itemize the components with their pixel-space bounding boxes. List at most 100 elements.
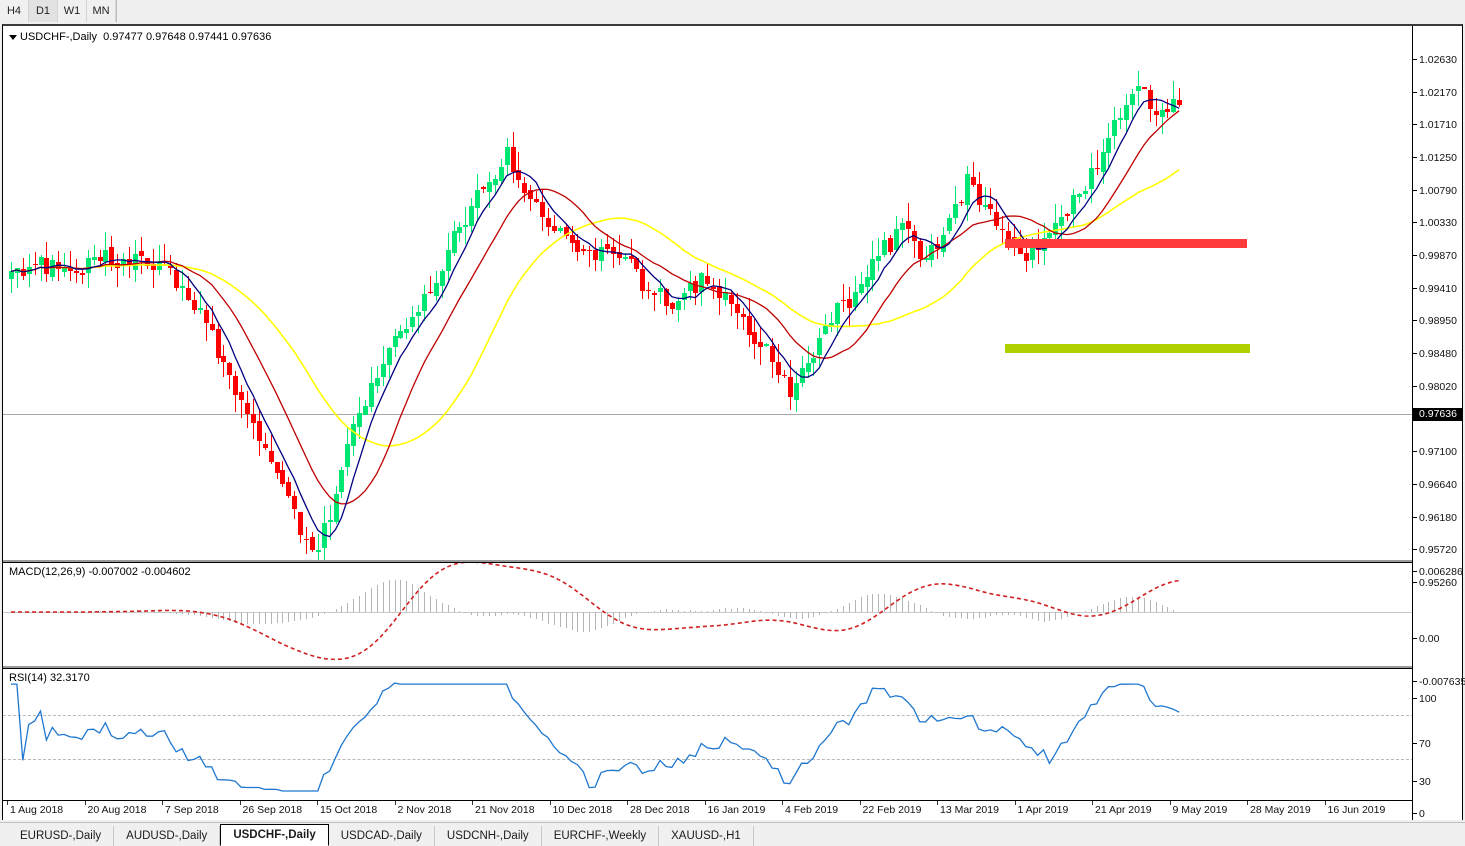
symbol-header: USDCHF-,Daily 0.97477 0.97648 0.97441 0.…: [9, 31, 271, 43]
macd-histogram-bar: [636, 612, 638, 615]
timeframe-w1[interactable]: W1: [58, 0, 87, 22]
macd-histogram-bar: [618, 612, 620, 622]
chart-tab-eurusd[interactable]: EURUSD-,Daily: [8, 826, 115, 846]
macd-histogram-bar: [441, 602, 443, 612]
macd-histogram-bar: [46, 612, 48, 613]
macd-histogram-bar: [483, 612, 484, 617]
date-axis-tick: [472, 801, 473, 805]
resistance-line[interactable]: [1005, 239, 1247, 248]
chart-tab-audusd[interactable]: AUDUSD-,Daily: [114, 826, 221, 846]
chart-tab-usdchf[interactable]: USDCHF-,Daily: [220, 824, 329, 846]
chart-tab-usdcnh[interactable]: USDCNH-,Daily: [434, 826, 542, 846]
candle-body: [1029, 246, 1035, 260]
macd-histogram-bar: [760, 611, 762, 613]
macd-histogram-bar: [671, 609, 673, 612]
candle-body: [899, 222, 905, 231]
macd-histogram-bar: [406, 581, 408, 612]
macd-histogram-bar: [813, 612, 815, 618]
candle-body: [345, 443, 351, 468]
candle-wick: [1096, 149, 1098, 176]
date-axis[interactable]: 1 Aug 2018 20 Aug 2018 7 Sep 2018 26 Sep 20…: [3, 800, 1414, 820]
collapse-arrow-icon[interactable]: [9, 34, 17, 40]
price-axis[interactable]: 1.02630 1.02170 1.01710 1.01250 1.00790 1.003…: [1412, 26, 1465, 820]
chart-tab-usdcad[interactable]: USDCAD-,Daily: [328, 826, 435, 846]
macd-pane[interactable]: MACD(12,26,9) -0.007002 -0.004602: [3, 562, 1414, 666]
price-axis-label: 0.98020: [1419, 381, 1457, 394]
candle-body: [823, 325, 829, 335]
date-axis-label: 2 Nov 2018: [397, 804, 452, 816]
timeframe-mn[interactable]: MN: [87, 0, 116, 22]
date-axis-label: 10 Dec 2018: [552, 804, 613, 816]
date-axis-label: 15 Oct 2018: [320, 804, 378, 816]
candle-body: [103, 249, 109, 263]
rsi-label: RSI(14) 32.3170: [9, 672, 90, 684]
candle-body: [882, 239, 888, 256]
macd-histogram-bar: [329, 612, 331, 613]
chart-tab-xauusd[interactable]: XAUUSD-,H1: [659, 826, 754, 846]
date-axis-tick: [7, 801, 8, 805]
candle-body: [870, 258, 876, 281]
candle-wick: [93, 245, 95, 265]
date-axis-label: 22 Feb 2019: [862, 804, 922, 816]
macd-histogram-bar: [494, 612, 496, 617]
candle-body: [616, 252, 622, 259]
candle-wick: [1173, 80, 1175, 113]
support-line[interactable]: [1005, 344, 1250, 353]
candle-body: [14, 268, 20, 274]
rsi-line: [11, 682, 1180, 792]
macd-histogram-bar: [1161, 604, 1163, 612]
macd-histogram-bar: [435, 599, 437, 612]
date-axis-tick: [1247, 801, 1248, 805]
candle-body: [1000, 228, 1006, 231]
candle-wick: [990, 188, 992, 216]
macd-histogram-bar: [1061, 612, 1063, 619]
macd-histogram-bar: [742, 608, 744, 612]
candle-body: [787, 377, 793, 398]
candle-body: [888, 238, 894, 253]
candle-body: [56, 262, 62, 269]
tick-mark: [1413, 484, 1417, 486]
date-axis-tick: [1092, 801, 1093, 805]
candle-wick: [813, 351, 815, 377]
candle-body: [734, 304, 740, 314]
candle-body: [1171, 98, 1177, 113]
candle-body: [85, 258, 91, 274]
candle-body: [215, 329, 221, 358]
macd-histogram-bar: [654, 611, 656, 613]
candle-body: [315, 550, 321, 552]
macd-histogram-bar: [394, 579, 396, 612]
macd-histogram-bar: [412, 584, 414, 612]
candle-body: [245, 403, 250, 415]
candle-body: [357, 412, 363, 428]
date-axis-label: 1 Apr 2019: [1017, 804, 1069, 816]
price-axis-label: 1.02170: [1419, 86, 1457, 99]
macd-histogram-bar: [140, 611, 142, 613]
timeframe-h4[interactable]: H4: [0, 0, 29, 22]
macd-histogram-bar: [241, 612, 243, 624]
date-axis-tick: [549, 801, 551, 805]
rsi-pane[interactable]: RSI(14) 32.3170: [3, 668, 1414, 798]
macd-histogram-bar: [896, 596, 897, 612]
macd-histogram-bar: [117, 611, 119, 613]
candle-body: [1059, 216, 1065, 227]
candle-body: [1053, 222, 1059, 236]
pane-divider-macd[interactable]: [3, 560, 1414, 562]
macd-histogram-bar: [188, 612, 189, 615]
macd-histogram-bar: [512, 612, 514, 614]
candle-body: [150, 264, 156, 270]
chart-tab-eurchf[interactable]: EURCHF-,Weekly: [541, 826, 660, 846]
macd-histogram-bar: [542, 612, 543, 622]
candle-body: [699, 273, 705, 292]
macd-histogram-bar: [152, 610, 154, 612]
candle-body: [73, 271, 79, 273]
price-axis-label: 0.97100: [1419, 446, 1457, 459]
pane-divider-rsi[interactable]: [3, 666, 1414, 668]
price-pane[interactable]: USDCHF-,Daily 0.97477 0.97648 0.97441 0.…: [3, 26, 1414, 560]
candle-body: [327, 519, 333, 523]
macd-histogram-bar: [376, 585, 378, 612]
candle-wick: [1161, 103, 1163, 134]
macd-histogram-bar: [955, 612, 956, 619]
timeframe-d1[interactable]: D1: [29, 0, 58, 22]
macd-histogram-bar: [683, 610, 685, 612]
toolbar-empty-area: [116, 0, 1465, 22]
